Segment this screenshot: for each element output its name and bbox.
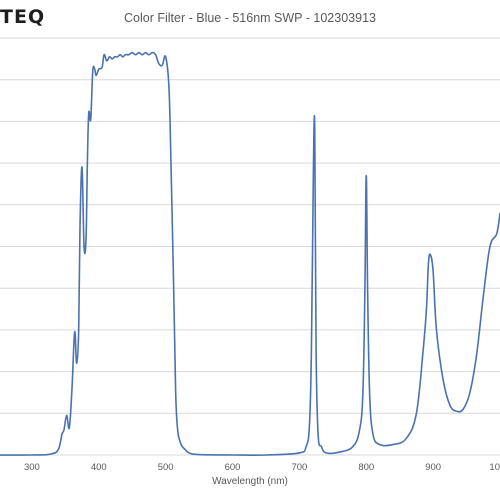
series-line-transmission: [0, 51, 500, 456]
x-tick-label-1000: 1000: [489, 462, 500, 473]
x-tick-label-700: 700: [291, 462, 307, 473]
x-tick-labels: 300 400 500 600 700 800 900 1000: [24, 462, 500, 473]
x-tick-label-600: 600: [225, 462, 241, 473]
x-axis-title: Wavelength (nm): [212, 476, 288, 487]
x-tick-label-500: 500: [158, 462, 174, 473]
x-tick-label-400: 400: [91, 462, 107, 473]
gridlines: [0, 37, 500, 456]
brand-logo: TEQ: [0, 6, 46, 28]
x-tick-label-800: 800: [358, 462, 374, 473]
x-tick-label-900: 900: [425, 462, 441, 473]
x-tick-label-300: 300: [24, 462, 40, 473]
chart-title: Color Filter - Blue - 516nm SWP - 102303…: [124, 11, 376, 25]
